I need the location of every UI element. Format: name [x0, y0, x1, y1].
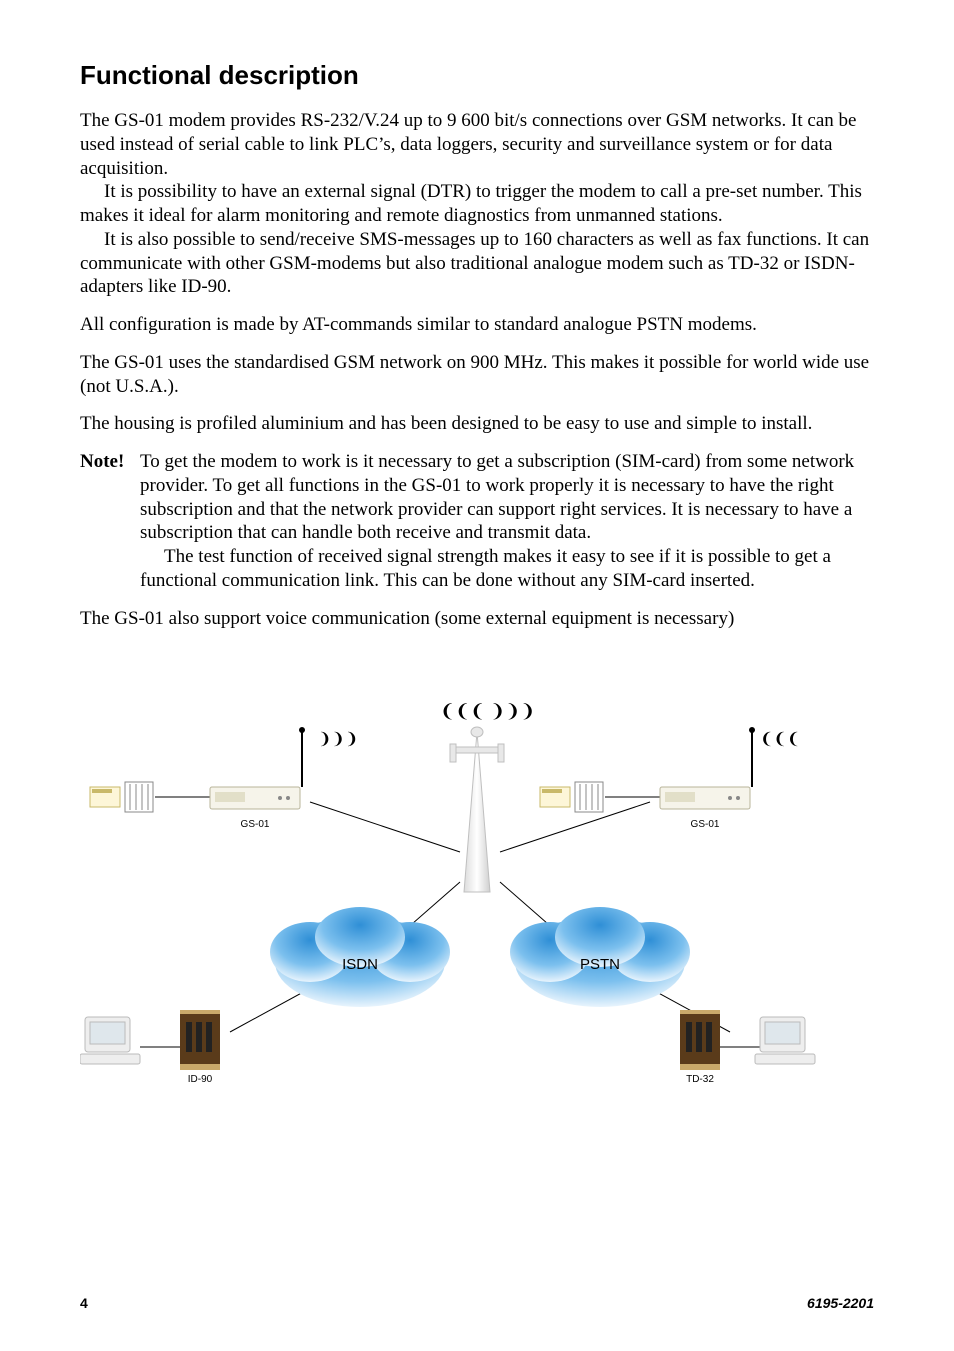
paragraph-intro-1c: It is also possible to send/receive SMS-…	[80, 228, 874, 299]
cloud-label-isdn: ISDN	[342, 956, 378, 973]
signal-waves-icon: ❨❨❨	[440, 701, 485, 721]
device-gs01-right: ❨❨❨	[540, 727, 800, 812]
cell-tower-icon	[450, 727, 504, 892]
note-block: Note! To get the modem to work is it nec…	[80, 450, 874, 593]
device-label: GS-01	[691, 819, 720, 830]
id90-board-icon	[180, 1010, 220, 1070]
note-paragraph-2: The test function of received signal str…	[140, 545, 874, 593]
paragraph-intro-1b: It is possibility to have an external si…	[80, 180, 874, 228]
paragraph-network: The GS-01 uses the standardised GSM netw…	[80, 351, 874, 399]
device-label: GS-01	[241, 819, 270, 830]
td32-board-icon	[680, 1010, 720, 1070]
document-id: 6195-2201	[807, 1295, 874, 1311]
note-paragraph-1: To get the modem to work is it necessary…	[140, 450, 874, 545]
paragraph-housing: The housing is profiled aluminium and ha…	[80, 412, 874, 436]
signal-waves-icon: ❩❩❩	[318, 731, 358, 748]
note-body: To get the modem to work is it necessary…	[140, 450, 874, 593]
device-gs01-left: ❩❩❩	[90, 727, 358, 812]
paragraph-voice: The GS-01 also support voice communicati…	[80, 607, 874, 631]
page-number: 4	[80, 1295, 88, 1311]
paragraph-config: All configuration is made by AT-commands…	[80, 313, 874, 337]
page-title: Functional description	[80, 60, 874, 91]
signal-waves-icon: ❩❩❩	[490, 701, 535, 721]
paragraph-intro-1: The GS-01 modem provides RS-232/V.24 up …	[80, 109, 874, 180]
network-diagram: ❨❨❨ ❩❩❩ ❩❩❩ GS-01	[80, 672, 874, 1092]
pc-left-icon	[80, 1017, 140, 1064]
device-label-td32: TD-32	[686, 1074, 714, 1085]
cloud-label-pstn: PSTN	[580, 956, 620, 973]
signal-waves-icon: ❨❨❨	[760, 731, 800, 748]
pc-right-icon	[755, 1017, 815, 1064]
device-label-id90: ID-90	[188, 1074, 213, 1085]
note-label: Note!	[80, 450, 140, 593]
link-line	[310, 802, 460, 852]
page-footer: 4 6195-2201	[80, 1295, 874, 1311]
